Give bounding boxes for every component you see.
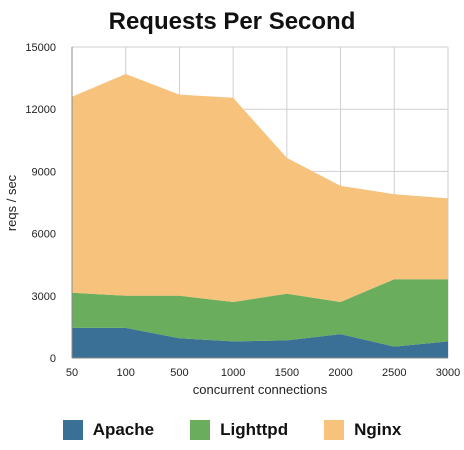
legend-item-nginx: Nginx [324, 420, 401, 440]
legend-swatch [324, 420, 345, 440]
x-tick-label: 3000 [436, 367, 460, 379]
y-tick-label: 3000 [32, 291, 56, 303]
area-apache [72, 327, 448, 358]
area-series [72, 73, 448, 358]
x-tick-label: 50 [66, 367, 78, 379]
y-tick-label: 9000 [32, 166, 56, 178]
legend: Apache Lighttpd Nginx [0, 418, 464, 442]
axes [71, 47, 448, 359]
y-tick-label: 12000 [25, 104, 56, 116]
x-axis-label: concurrent connections [193, 382, 328, 397]
chart-title: Requests Per Second [108, 8, 356, 35]
legend-item-apache: Apache [62, 420, 155, 440]
x-tick-label: 2500 [382, 367, 406, 379]
area-lighttpd [72, 279, 448, 347]
area-nginx [72, 73, 448, 303]
legend-label: Lighttpd [220, 420, 289, 439]
legend-label: Nginx [354, 420, 402, 439]
y-axis-label: reqs / sec [4, 174, 19, 231]
y-tick-label: 6000 [32, 229, 56, 241]
x-tick-label: 100 [117, 367, 135, 379]
tick-labels: 0 3000 6000 9000 12000 15000 50 100 500 1000 1500 2… [25, 42, 460, 379]
y-tick-label: 15000 [25, 42, 56, 54]
x-tick-label: 1500 [275, 367, 299, 379]
x-tick-label: 2000 [328, 367, 352, 379]
x-tick-label: 500 [170, 367, 188, 379]
legend-swatch [190, 420, 211, 440]
legend-label: Apache [92, 420, 155, 439]
legend-swatch [62, 420, 83, 440]
x-tick-label: 1000 [221, 367, 245, 379]
legend-item-lighttpd: Lighttpd [190, 420, 288, 440]
y-tick-label: 0 [50, 353, 56, 365]
